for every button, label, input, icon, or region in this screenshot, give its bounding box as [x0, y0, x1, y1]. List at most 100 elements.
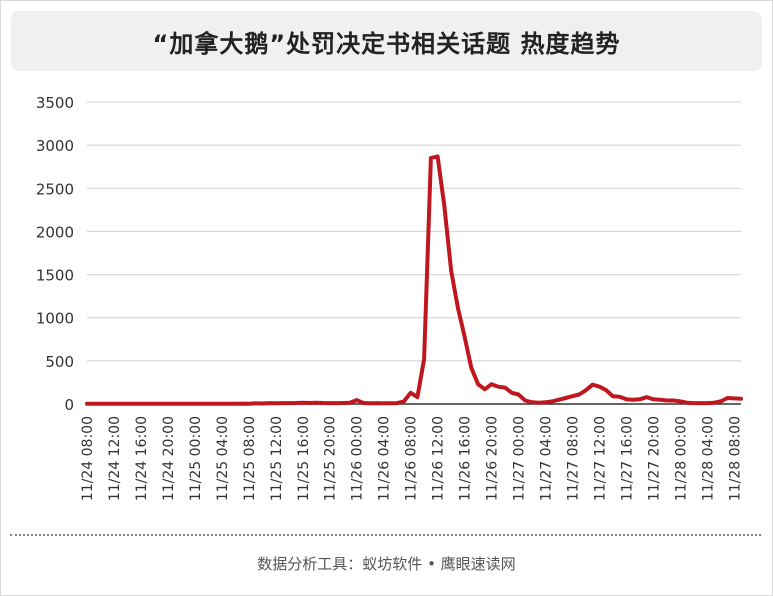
data-point [496, 385, 500, 389]
data-point [409, 391, 413, 395]
data-point [476, 382, 480, 386]
x-tick-label: 11/24 16:00 [134, 416, 150, 501]
data-point [220, 402, 224, 406]
data-point [550, 399, 554, 404]
data-point [422, 357, 426, 361]
data-point [685, 401, 689, 405]
data-point [678, 399, 682, 404]
data-point [516, 392, 521, 397]
x-tick-label: 11/25 08:00 [242, 416, 258, 501]
data-point [449, 268, 453, 272]
data-point [645, 395, 649, 399]
x-tick-label: 11/24 20:00 [161, 416, 177, 501]
x-tick-label: 11/28 00:00 [673, 416, 689, 501]
data-point [530, 400, 534, 404]
data-point [98, 402, 103, 406]
data-point [739, 397, 743, 401]
data-point [402, 399, 406, 404]
data-point [146, 402, 150, 406]
x-tick-label: 11/25 16:00 [296, 416, 312, 501]
data-point [577, 392, 581, 397]
data-point [226, 402, 231, 406]
data-point [334, 401, 339, 405]
data-point [658, 398, 662, 402]
data-point [732, 396, 736, 400]
data-point [112, 402, 116, 406]
data-point [253, 401, 258, 405]
data-point [442, 203, 446, 208]
data-point [651, 397, 655, 401]
x-tick-label: 11/25 20:00 [323, 416, 339, 501]
data-point [368, 401, 372, 405]
data-point [382, 401, 386, 405]
data-point [375, 401, 379, 405]
data-point [287, 401, 291, 405]
y-tick-label: 2500 [36, 180, 74, 198]
data-point [570, 394, 575, 398]
data-point [132, 402, 136, 406]
series-line [85, 154, 743, 406]
data-point [388, 401, 393, 405]
data-point [719, 399, 723, 404]
data-point [274, 401, 278, 405]
data-point [105, 402, 109, 406]
data-point [240, 401, 244, 406]
data-point [395, 401, 399, 405]
x-tick-label: 11/24 12:00 [107, 416, 123, 501]
title-bar: “加拿大鹅”处罚决定书相关话题 热度趋势 [11, 11, 762, 71]
data-point [166, 402, 170, 406]
x-tick-label: 11/27 00:00 [512, 416, 528, 501]
data-point [348, 401, 352, 405]
data-point [698, 401, 703, 405]
x-tick-label: 11/25 00:00 [188, 416, 204, 501]
data-point [564, 396, 568, 400]
data-point [631, 398, 635, 402]
data-point [280, 401, 285, 405]
data-point [611, 394, 615, 398]
data-point [483, 387, 487, 391]
y-tick-label: 1500 [36, 267, 74, 285]
x-tick-label: 11/26 04:00 [377, 416, 393, 501]
data-point [510, 391, 514, 395]
y-tick-label: 3000 [36, 137, 74, 155]
data-point [503, 386, 507, 390]
data-point [469, 366, 473, 370]
data-point [537, 401, 541, 405]
x-tick-label: 11/26 16:00 [458, 416, 474, 501]
x-tick-label: 11/26 00:00 [350, 416, 366, 501]
data-point [321, 401, 325, 405]
data-point [85, 402, 89, 406]
data-point [523, 398, 527, 403]
data-point [328, 401, 332, 405]
data-point [341, 401, 345, 405]
x-tick-label: 11/26 12:00 [431, 416, 447, 501]
data-point [152, 402, 157, 406]
y-tick-label: 2000 [36, 223, 74, 241]
footer-credit: 数据分析工具：蚁坊软件 • 鹰眼速读网 [257, 555, 516, 573]
data-point [267, 401, 271, 405]
data-point [618, 395, 622, 399]
data-point [139, 402, 143, 406]
data-point [543, 400, 548, 404]
data-point [179, 402, 183, 406]
data-point [200, 402, 204, 406]
data-point [638, 397, 642, 401]
data-point [233, 402, 237, 406]
data-point [624, 397, 628, 401]
data-point [725, 396, 730, 400]
data-point [456, 305, 460, 309]
data-point [415, 395, 419, 399]
footer-divider [10, 534, 761, 536]
x-tick-label: 11/25 04:00 [215, 416, 231, 501]
data-point [206, 402, 210, 406]
chart-title: “加拿大鹅”处罚决定书相关话题 热度趋势 [152, 29, 621, 58]
y-tick-label: 0 [64, 396, 74, 414]
x-tick-label: 11/27 16:00 [619, 416, 635, 501]
data-point [301, 401, 305, 405]
data-point [186, 402, 190, 406]
y-tick-label: 3500 [36, 94, 74, 112]
x-tick-label: 11/27 12:00 [592, 416, 608, 501]
data-point [597, 385, 602, 389]
